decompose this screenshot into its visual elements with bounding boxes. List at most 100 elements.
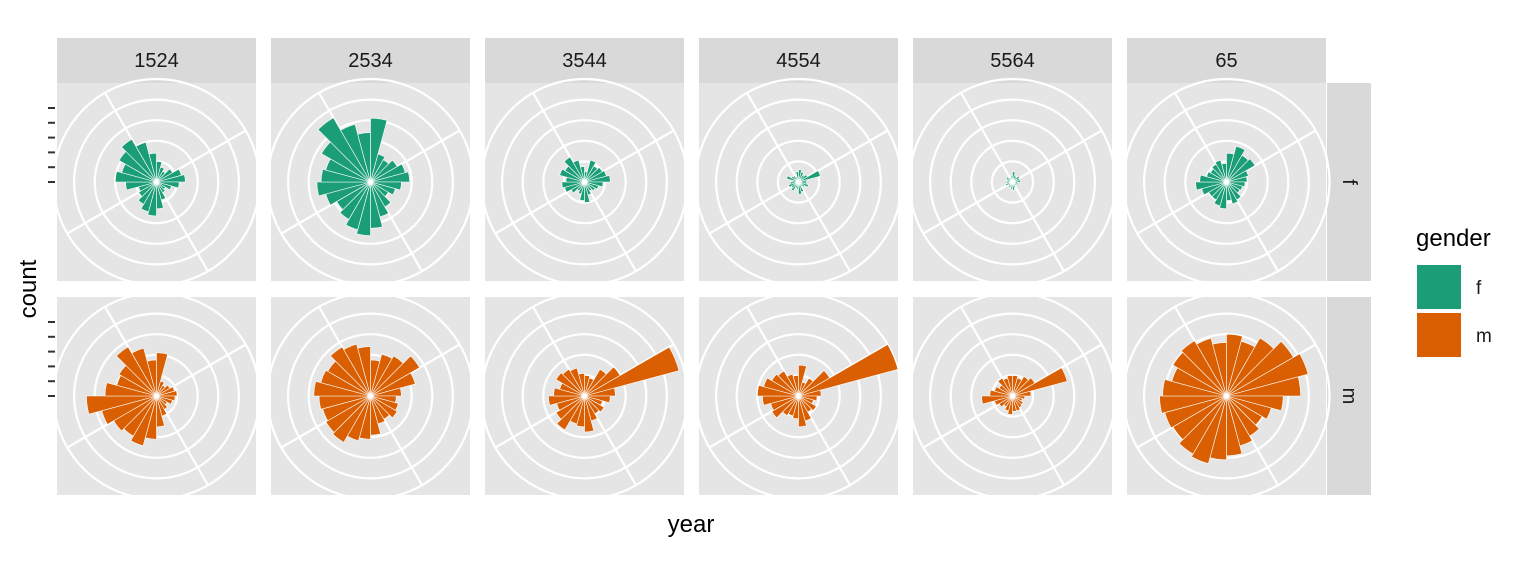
bar [339, 181, 371, 220]
bar [316, 181, 371, 197]
strip-row-f: f [1327, 83, 1371, 281]
grid-spoke [1011, 181, 1065, 272]
bar [1226, 176, 1248, 183]
bar [156, 390, 178, 397]
bar [1159, 395, 1227, 414]
grid-circle [949, 333, 1076, 459]
strip-col-5564: 5564 [913, 38, 1112, 83]
panel-2534-m [266, 291, 475, 501]
bar [1191, 395, 1227, 465]
bar [578, 373, 585, 397]
panel-bars [786, 169, 821, 195]
strip-col-2534: 2534 [271, 38, 470, 83]
grid-circle [521, 119, 648, 245]
bar [131, 347, 157, 397]
bar [584, 387, 616, 397]
strip-label: f [1338, 179, 1360, 185]
grid-spoke [583, 181, 637, 272]
bar [584, 181, 596, 192]
grid-spoke [708, 181, 800, 235]
panel-bars [559, 156, 611, 203]
panel-65-m [1122, 291, 1331, 501]
grid-circle [287, 312, 455, 480]
strip-label: 4554 [776, 50, 821, 72]
panel-bars [313, 343, 420, 443]
grid-circle [908, 291, 1117, 501]
grid-circle [714, 98, 882, 266]
bar [1221, 163, 1227, 183]
bar [1213, 181, 1227, 207]
bar [146, 359, 157, 397]
grid-circle [928, 98, 1096, 266]
panel-bars [86, 346, 178, 447]
panel-bars [114, 138, 186, 217]
bar [789, 181, 799, 185]
bar [786, 373, 799, 397]
bar [763, 377, 799, 397]
panel-grid [908, 291, 1117, 501]
bar [370, 181, 396, 196]
grid-spoke [797, 181, 851, 272]
panel-5564-f [908, 77, 1117, 287]
grid-circle [521, 333, 648, 459]
legend-label: m [1476, 326, 1492, 347]
bar [1180, 340, 1227, 397]
bar [138, 181, 157, 197]
bar [1010, 175, 1013, 183]
grid-circle [1184, 139, 1269, 225]
bar [370, 171, 410, 183]
strip-col-1524: 1524 [57, 38, 256, 83]
bar [130, 395, 157, 447]
legend-key-m: m [1415, 311, 1492, 359]
grid-circle [970, 353, 1055, 439]
panel-bars [981, 367, 1068, 415]
strip-bg [1127, 38, 1326, 83]
strip-bg [485, 38, 684, 83]
panel-grid [694, 77, 903, 287]
grid-circle [542, 139, 627, 225]
bar [798, 395, 807, 428]
panel-bars [1005, 171, 1022, 191]
panel-bars [548, 346, 680, 433]
bar [771, 395, 799, 419]
bar [370, 153, 386, 183]
bar [798, 395, 817, 411]
bar [370, 372, 416, 397]
bar [563, 156, 585, 183]
panel-grid [480, 77, 689, 287]
strip-bg [1327, 83, 1371, 281]
strip-label: 5564 [990, 50, 1035, 72]
bar [555, 372, 585, 397]
bar [86, 395, 157, 415]
panel-bars [316, 117, 410, 236]
grid-circle [480, 291, 689, 501]
grid-circle [480, 77, 689, 287]
bar [330, 346, 371, 397]
bar [140, 181, 157, 213]
bar [584, 395, 605, 413]
panels [52, 77, 1331, 501]
panel-4554-m [694, 291, 903, 501]
bar [1226, 353, 1309, 397]
bar [798, 389, 822, 397]
bar [1212, 342, 1227, 397]
grid-circle [694, 77, 903, 287]
grid-circle [266, 77, 475, 287]
legend-swatch [1415, 311, 1463, 359]
bar [156, 174, 186, 183]
bar [981, 395, 1013, 405]
bar [116, 346, 157, 397]
grid-circle [542, 353, 627, 439]
bar [555, 395, 585, 420]
bar [798, 344, 899, 397]
grid-circle [694, 291, 903, 501]
strip-label: 65 [1215, 50, 1237, 72]
legend-keys: fm [1415, 263, 1492, 359]
panel-1524-m [52, 291, 261, 501]
grid-spoke [1011, 395, 1065, 486]
bar [777, 370, 799, 397]
strip-bg [913, 38, 1112, 83]
grid-circle [72, 98, 241, 266]
bar [345, 181, 371, 231]
